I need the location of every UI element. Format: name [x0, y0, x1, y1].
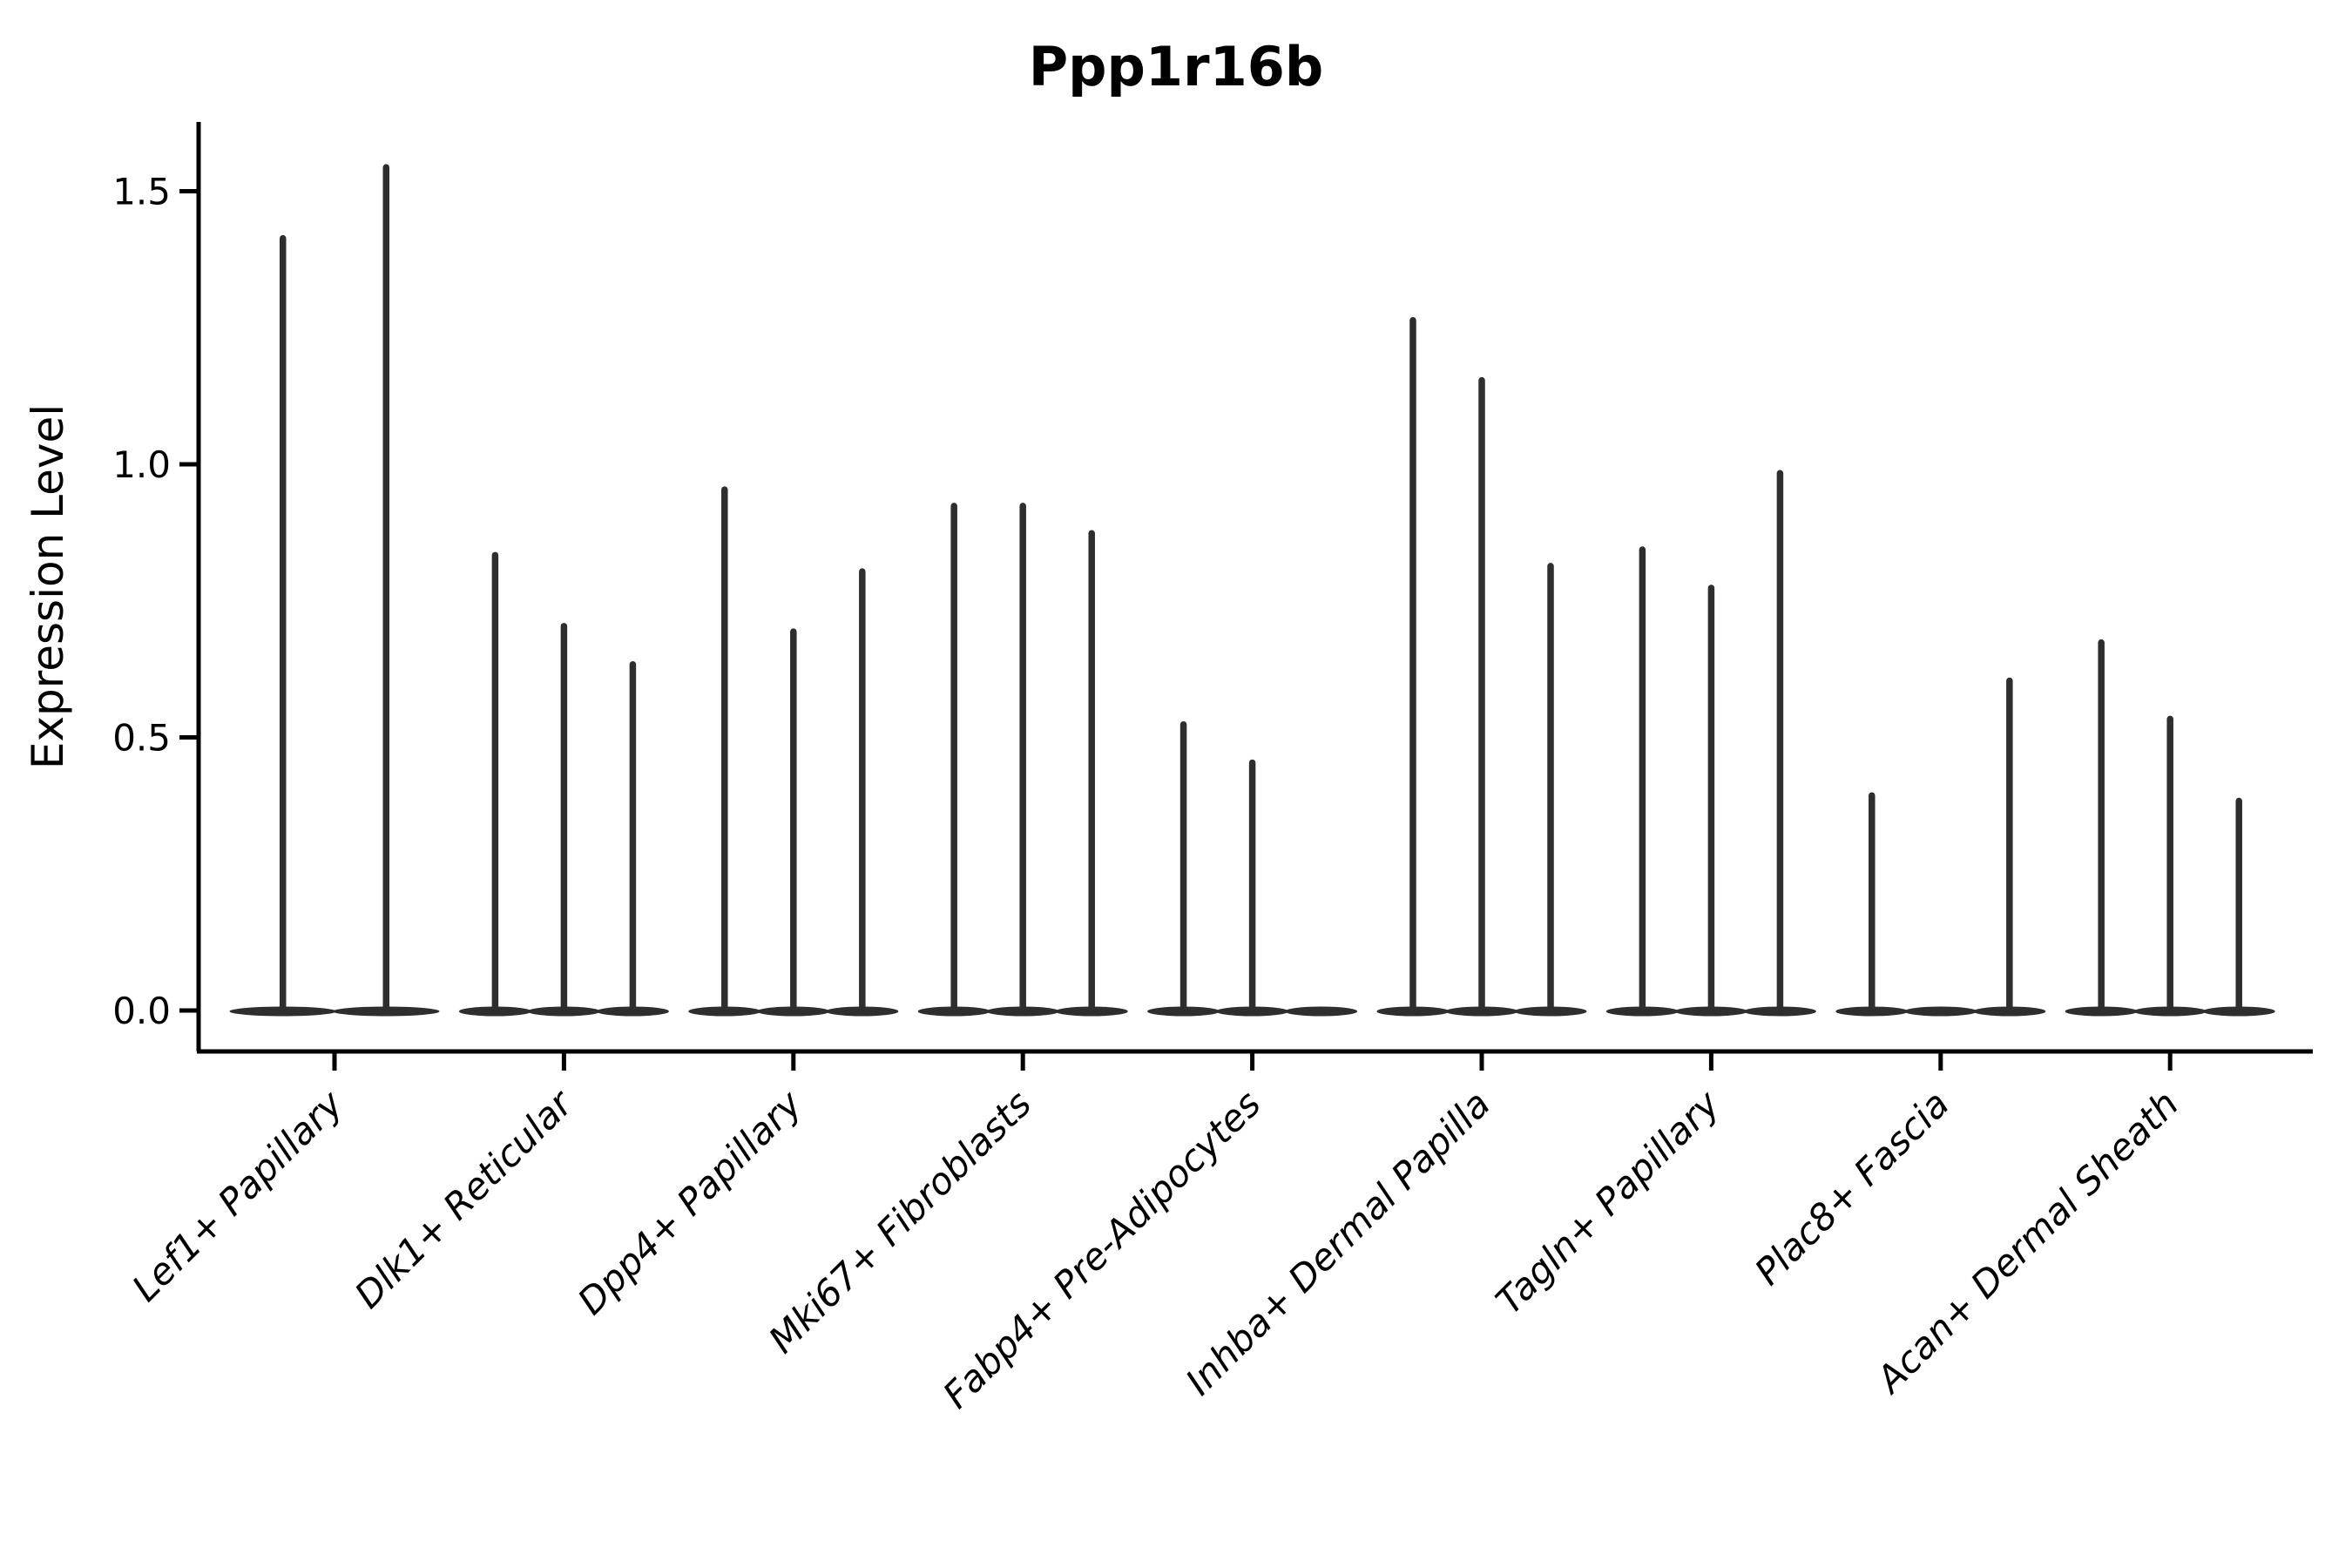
- violin-group-5: [1147, 720, 1358, 1017]
- violin-group-2: [458, 551, 669, 1017]
- violin-group-3: [688, 486, 899, 1017]
- violin-group-1: [229, 164, 440, 1017]
- x-tick-label: Mki67+ Fibroblasts: [760, 1082, 1039, 1361]
- y-tick-label: 1.5: [112, 171, 171, 213]
- x-tick-label: Plac8+ Fascia: [1747, 1082, 1957, 1293]
- chart-title: Ppp1r16b: [1029, 35, 1324, 98]
- x-tick-label: Tagln+ Papillary: [1488, 1082, 1729, 1323]
- violin-group-6: [1376, 316, 1587, 1017]
- x-tick-label: Dlk1+ Reticular: [347, 1080, 583, 1316]
- violin-base: [1285, 1006, 1358, 1017]
- y-axis-label: Expression Level: [23, 404, 73, 769]
- x-tick-label: Dpp4+ Papillary: [570, 1082, 811, 1323]
- violin-base: [1904, 1006, 1977, 1017]
- violin-group-4: [917, 503, 1128, 1017]
- y-tick-label: 0.0: [112, 990, 171, 1032]
- violin-group-8: [1835, 677, 2046, 1017]
- violin-group-7: [1605, 470, 1816, 1017]
- y-tick-label: 0.5: [112, 717, 171, 760]
- violin-group-9: [2065, 639, 2275, 1017]
- x-tick-label: Lef1+ Papillary: [124, 1082, 352, 1310]
- y-tick-label: 1.0: [112, 443, 171, 486]
